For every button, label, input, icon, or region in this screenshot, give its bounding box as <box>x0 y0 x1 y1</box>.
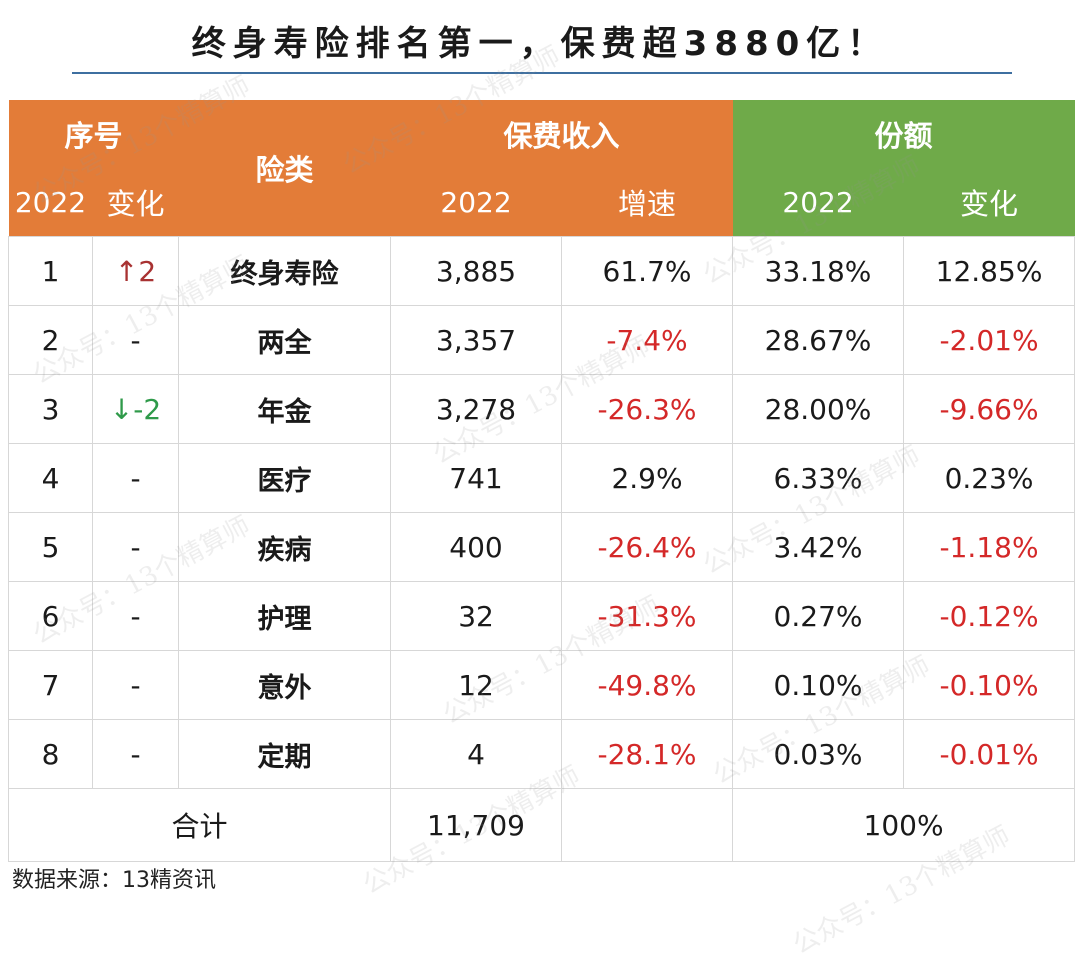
category-cell: 护理 <box>178 581 392 651</box>
premium-cell: 3,278 <box>390 374 563 444</box>
growth-cell: -7.4% <box>561 305 734 375</box>
share-cell: 3.42% <box>732 512 905 582</box>
total-share: 100% <box>732 788 1076 862</box>
growth-cell: -31.3% <box>561 581 734 651</box>
premium-cell: 3,357 <box>390 305 563 375</box>
rank-change-cell: - <box>91 512 180 582</box>
category-cell: 终身寿险 <box>178 236 392 306</box>
rank-change-cell: - <box>91 719 180 789</box>
growth-cell: -49.8% <box>561 650 734 720</box>
table-row: 3 ↓-2 年金 3,278 -26.3% 28.00% -9.66% <box>8 374 1076 444</box>
share-change-cell: 12.85% <box>903 236 1076 306</box>
premium-cell: 741 <box>390 443 563 513</box>
page-title: 终身寿险排名第一，保费超3880亿！ <box>191 24 889 64</box>
total-label: 合计 <box>7 788 392 862</box>
share-cell: 33.18% <box>732 236 905 306</box>
share-change-cell: -0.12% <box>903 581 1076 651</box>
share-change-cell: -0.10% <box>903 650 1076 720</box>
rank-cell: 2 <box>8 305 93 375</box>
table-row: 7- 意外 12 -49.8% 0.10% -0.10% <box>8 650 1076 720</box>
table-row: 1 ↑2 终身寿险 3,885 61.7% 33.18% 12.85% <box>8 236 1076 306</box>
rank-change-cell: ↓-2 <box>91 374 180 444</box>
rank-cell: 4 <box>8 443 93 513</box>
category-cell: 两全 <box>178 305 392 375</box>
total-row: 合计 11,709 100% <box>7 788 1076 862</box>
category-cell: 年金 <box>178 374 392 444</box>
insurance-ranking-table: 序号 险类 保费收入 份额 2022 变化 2022 增速 2022 变化 1 ↑… <box>7 100 1076 862</box>
table-row: 2- 两全 3,357 -7.4% 28.67% -2.01% <box>8 305 1076 375</box>
share-change-header: 变化 <box>903 168 1075 237</box>
share-cell: 0.10% <box>732 650 905 720</box>
share-change-cell: 0.23% <box>903 443 1076 513</box>
rank-change-cell: - <box>91 443 180 513</box>
total-growth-empty <box>561 788 734 862</box>
share-change-cell: -9.66% <box>903 374 1076 444</box>
category-cell: 医疗 <box>178 443 392 513</box>
rank-year-header: 2022 <box>8 168 93 237</box>
premium-cell: 32 <box>390 581 563 651</box>
rank-change-header: 变化 <box>92 168 179 237</box>
category-cell: 定期 <box>178 719 392 789</box>
growth-cell: -28.1% <box>561 719 734 789</box>
share-cell: 0.03% <box>732 719 905 789</box>
total-premium: 11,709 <box>390 788 563 862</box>
premium-cell: 4 <box>390 719 563 789</box>
rank-cell: 7 <box>8 650 93 720</box>
rank-cell: 1 <box>8 236 93 306</box>
serial-header: 序号 <box>8 100 179 168</box>
table-row: 4- 医疗 741 2.9% 6.33% 0.23% <box>8 443 1076 513</box>
premium-year-header: 2022 <box>390 168 562 237</box>
category-header: 险类 <box>178 100 391 237</box>
rank-change-cell: ↑2 <box>91 236 180 306</box>
share-cell: 28.00% <box>732 374 905 444</box>
share-change-cell: -1.18% <box>903 512 1076 582</box>
rank-cell: 6 <box>8 581 93 651</box>
title-underline <box>72 72 1012 74</box>
premium-header: 保费收入 <box>390 100 733 168</box>
rank-cell: 3 <box>8 374 93 444</box>
table-row: 8- 定期 4 -28.1% 0.03% -0.01% <box>8 719 1076 789</box>
premium-cell: 12 <box>390 650 563 720</box>
category-cell: 意外 <box>178 650 392 720</box>
rank-change-cell: - <box>91 581 180 651</box>
rank-cell: 8 <box>8 719 93 789</box>
premium-cell: 3,885 <box>390 236 563 306</box>
share-change-cell: -0.01% <box>903 719 1076 789</box>
share-header: 份额 <box>732 100 1075 168</box>
table-row: 5- 疾病 400 -26.4% 3.42% -1.18% <box>8 512 1076 582</box>
growth-cell: -26.3% <box>561 374 734 444</box>
data-source-note: 数据来源：13精资讯 <box>12 868 216 893</box>
share-cell: 28.67% <box>732 305 905 375</box>
growth-cell: 2.9% <box>561 443 734 513</box>
growth-header: 增速 <box>561 168 733 237</box>
rank-cell: 5 <box>8 512 93 582</box>
premium-cell: 400 <box>390 512 563 582</box>
category-cell: 疾病 <box>178 512 392 582</box>
share-year-header: 2022 <box>732 168 904 237</box>
table-row: 6- 护理 32 -31.3% 0.27% -0.12% <box>8 581 1076 651</box>
rank-change-cell: - <box>91 650 180 720</box>
growth-cell: -26.4% <box>561 512 734 582</box>
share-cell: 0.27% <box>732 581 905 651</box>
rank-change-cell: - <box>91 305 180 375</box>
growth-cell: 61.7% <box>561 236 734 306</box>
share-cell: 6.33% <box>732 443 905 513</box>
share-change-cell: -2.01% <box>903 305 1076 375</box>
